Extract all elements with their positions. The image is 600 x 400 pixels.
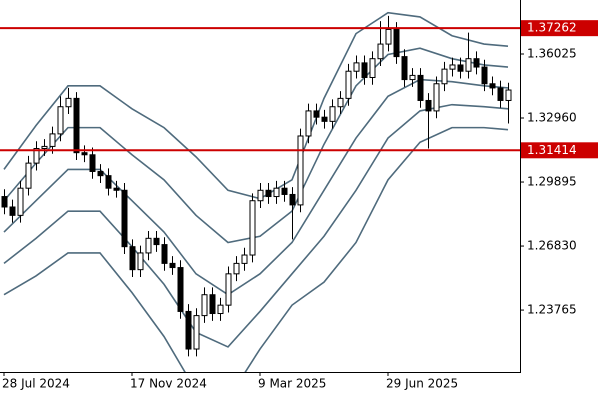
level-label-bg xyxy=(521,20,598,37)
candle-body xyxy=(441,68,448,85)
candle-body xyxy=(409,74,416,81)
candle-body xyxy=(449,64,456,70)
candle-body xyxy=(393,28,400,58)
level-label: 1.31414 xyxy=(527,143,577,157)
candle-body xyxy=(353,62,360,72)
band-line xyxy=(3,78,509,296)
plot-area xyxy=(1,11,512,372)
candle-body xyxy=(249,200,256,256)
y-tick-label: 1.26830 xyxy=(527,239,577,253)
candle-body xyxy=(465,58,472,72)
candle-body xyxy=(33,148,40,164)
candle-body xyxy=(257,189,264,202)
candle-body xyxy=(241,254,248,264)
candle-body xyxy=(169,262,176,269)
candle-body xyxy=(321,116,328,122)
y-tick-label: 1.23765 xyxy=(527,303,577,317)
candle-body xyxy=(481,66,488,85)
candle-body xyxy=(313,110,320,118)
candle-body xyxy=(1,196,8,208)
candle-body xyxy=(193,315,200,350)
candle-body xyxy=(49,133,56,147)
candle-body xyxy=(105,175,112,189)
candle-body xyxy=(289,193,296,206)
x-tick-label: 9 Mar 2025 xyxy=(258,377,326,391)
candle-body xyxy=(361,62,368,78)
candle-body xyxy=(57,106,64,135)
level-label: 1.37262 xyxy=(527,21,577,35)
candle-body xyxy=(81,152,88,156)
candle-body xyxy=(9,206,16,216)
candle-body xyxy=(41,145,48,150)
candle-body xyxy=(417,74,424,101)
candle-body xyxy=(185,310,192,350)
candle-body xyxy=(89,154,96,172)
x-tick-label: 17 Nov 2024 xyxy=(130,377,207,391)
candle-body xyxy=(209,294,216,315)
candle-body xyxy=(121,189,128,248)
candle-body xyxy=(201,294,208,317)
y-tick-label: 1.36025 xyxy=(527,46,577,60)
candle-body xyxy=(217,304,224,315)
candle-body xyxy=(73,97,80,154)
candle-body xyxy=(233,262,240,275)
candle-body xyxy=(273,187,280,198)
candle-body xyxy=(385,28,392,45)
candle-body xyxy=(473,58,480,68)
candle-body xyxy=(97,170,104,177)
x-tick-label: 29 Jun 2025 xyxy=(386,377,458,391)
candle-body xyxy=(297,135,304,206)
x-tick-label: 28 Jul 2024 xyxy=(2,377,70,391)
candle-body xyxy=(177,267,184,312)
candle-body xyxy=(433,83,440,112)
candle-body xyxy=(161,244,168,264)
candle-body xyxy=(225,273,232,306)
y-tick-label: 1.29895 xyxy=(527,175,577,189)
candle-body xyxy=(129,246,136,271)
candle-body xyxy=(369,58,376,78)
candle-body xyxy=(401,56,408,81)
candle-body xyxy=(25,162,32,189)
candle-body xyxy=(153,237,160,246)
candle-body xyxy=(337,97,344,108)
candle-body xyxy=(489,83,496,89)
band-line xyxy=(3,47,509,244)
level-label-bg xyxy=(521,142,598,159)
candle-body xyxy=(137,252,144,271)
y-tick-label: 1.32960 xyxy=(527,111,577,125)
candle-body xyxy=(305,110,312,137)
candle-body xyxy=(457,64,464,72)
candle-body xyxy=(425,99,432,112)
candle-body xyxy=(377,43,384,60)
candle-body xyxy=(113,187,120,191)
candle-body xyxy=(329,106,336,122)
candle-body xyxy=(345,70,352,99)
candle-body xyxy=(265,189,272,198)
candle-body xyxy=(497,87,504,101)
candle-body xyxy=(17,187,24,216)
candle-body xyxy=(145,237,152,254)
candle-body xyxy=(65,97,72,108)
candle-body xyxy=(281,187,288,195)
band-line xyxy=(3,126,509,372)
candle-body xyxy=(505,89,512,101)
